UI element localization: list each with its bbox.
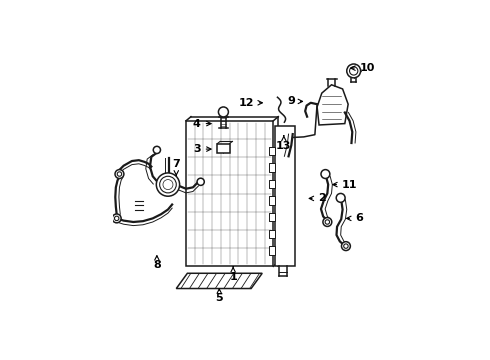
Bar	[269, 180, 275, 188]
Bar	[269, 213, 275, 221]
Circle shape	[115, 170, 124, 179]
Text: 10: 10	[351, 63, 375, 73]
Circle shape	[347, 64, 361, 78]
Text: 5: 5	[216, 289, 223, 303]
Circle shape	[197, 178, 204, 185]
Circle shape	[163, 180, 173, 190]
Circle shape	[112, 214, 121, 223]
Circle shape	[153, 146, 161, 153]
Circle shape	[321, 170, 330, 179]
Bar	[269, 147, 275, 155]
Circle shape	[336, 193, 345, 202]
Bar	[186, 121, 273, 266]
Circle shape	[160, 176, 176, 193]
Bar	[269, 246, 275, 255]
Polygon shape	[176, 273, 262, 288]
Bar	[217, 144, 229, 153]
Circle shape	[156, 173, 180, 196]
Text: 13: 13	[276, 136, 292, 151]
Circle shape	[219, 107, 228, 117]
Text: 12: 12	[239, 98, 262, 108]
Polygon shape	[317, 85, 348, 125]
Text: 9: 9	[287, 96, 302, 107]
Circle shape	[117, 172, 122, 176]
Circle shape	[342, 242, 350, 251]
Circle shape	[323, 217, 332, 226]
Text: 1: 1	[229, 267, 237, 283]
Bar	[275, 126, 295, 266]
Text: 7: 7	[172, 159, 180, 175]
Text: 3: 3	[193, 144, 211, 154]
Circle shape	[343, 244, 348, 248]
Circle shape	[349, 67, 358, 75]
Bar	[269, 163, 275, 172]
Circle shape	[115, 216, 119, 221]
Text: 8: 8	[153, 256, 161, 270]
Bar	[269, 197, 275, 205]
Bar	[269, 230, 275, 238]
Text: 11: 11	[333, 180, 358, 190]
Text: 2: 2	[309, 193, 325, 203]
Text: 4: 4	[193, 118, 211, 129]
Circle shape	[325, 220, 330, 224]
Text: 6: 6	[346, 213, 363, 224]
